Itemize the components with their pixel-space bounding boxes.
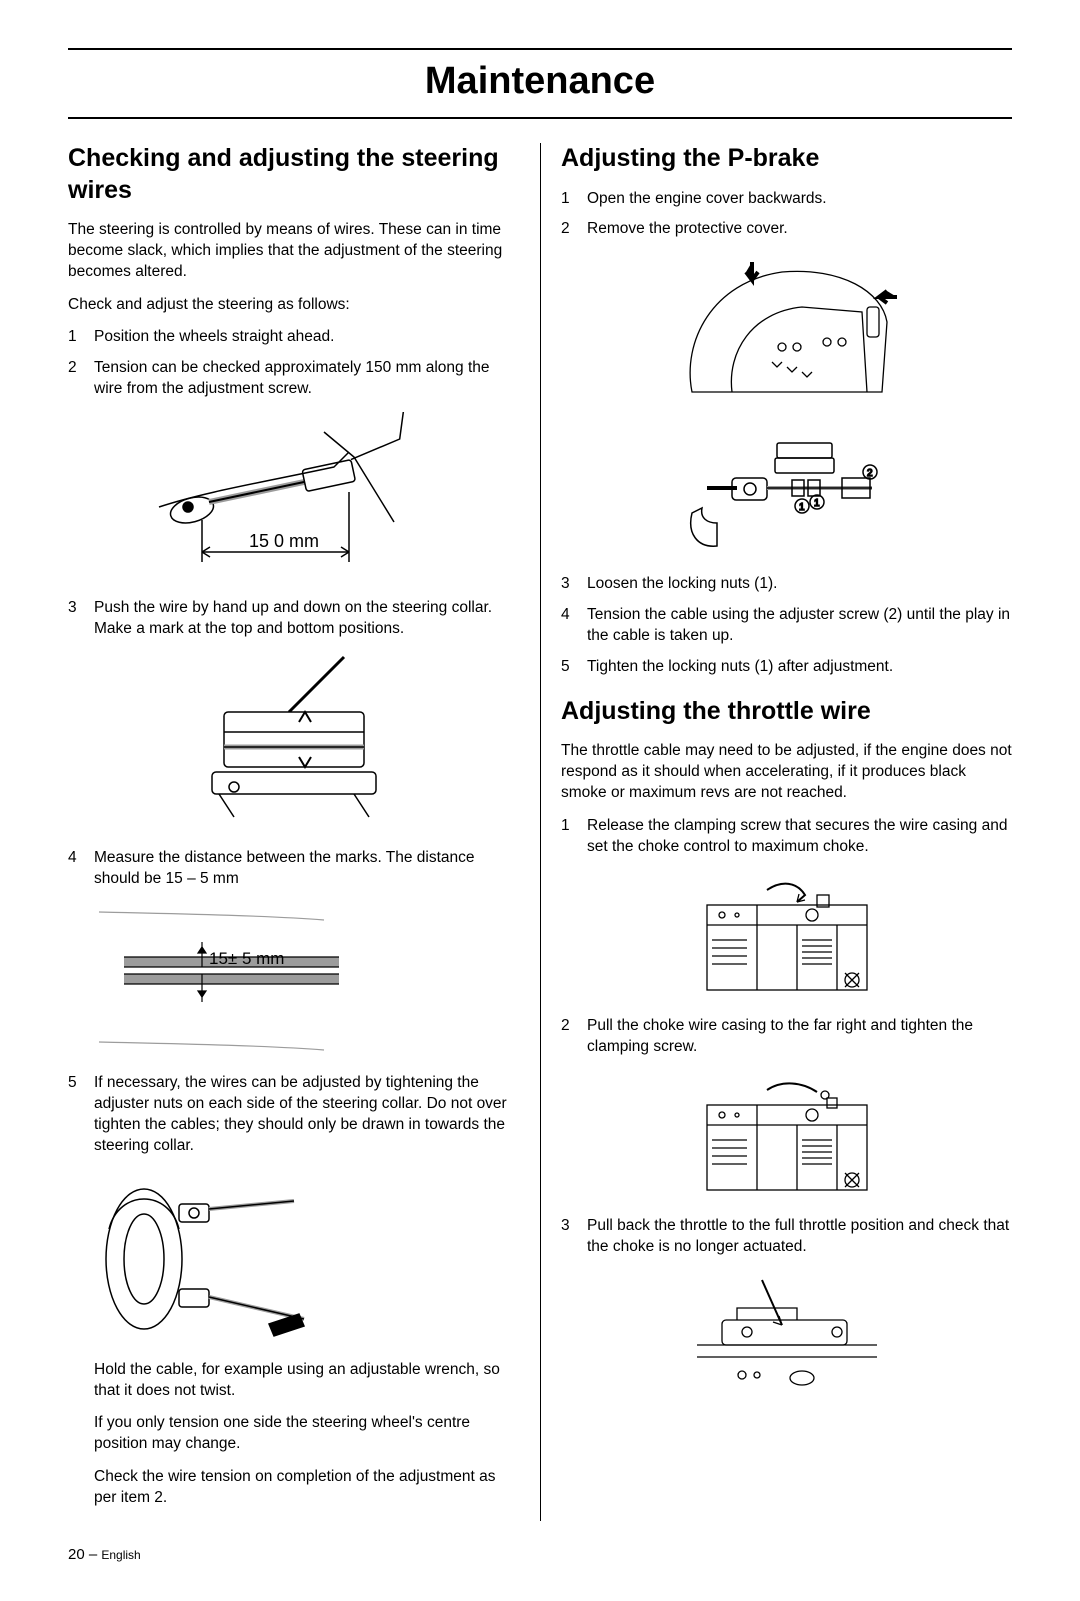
page-number: 20 — [68, 1546, 85, 1563]
throttle-step-1: 1Release the clamping screw that secures… — [561, 816, 1012, 858]
step-4-text: Measure the distance between the marks. … — [94, 848, 520, 890]
right-column: Adjusting the P-brake 1Open the engine c… — [540, 143, 1012, 1521]
figure-engine-cover — [561, 252, 1012, 412]
tw-step-1: 1Release the clamping screw that secures… — [561, 816, 1012, 858]
pb-step-1-text: Open the engine cover backwards. — [587, 189, 1012, 210]
note-hold-cable: Hold the cable, for example using an adj… — [94, 1360, 520, 1402]
steering-step-4: 4Measure the distance between the marks.… — [68, 848, 520, 890]
svg-text:1: 1 — [814, 498, 820, 509]
figure-wire-150mm: 15 0 mm — [68, 412, 520, 582]
page-title: Maintenance — [68, 48, 1012, 119]
steering-step-5: 5If necessary, the wires can be adjusted… — [68, 1073, 520, 1157]
throttle-intro: The throttle cable may need to be adjust… — [561, 741, 1012, 804]
step-4: 4Measure the distance between the marks.… — [68, 848, 520, 890]
steering-step-3: 3Push the wire by hand up and down on th… — [68, 598, 520, 640]
svg-text:1: 1 — [799, 502, 805, 513]
svg-text:2: 2 — [867, 468, 873, 479]
tw-step-2: 2Pull the choke wire casing to the far r… — [561, 1016, 1012, 1058]
step-1: 1Position the wheels straight ahead. — [68, 327, 520, 348]
tw-step-1-text: Release the clamping screw that secures … — [587, 816, 1012, 858]
figure-measure-distance: 15± 5 mm — [94, 902, 520, 1057]
page-footer: 20 – English — [68, 1545, 1012, 1565]
pb-step-5-text: Tighten the locking nuts (1) after adjus… — [587, 657, 1012, 678]
heading-throttle-wire: Adjusting the throttle wire — [561, 696, 1012, 727]
tw-step-2-text: Pull the choke wire casing to the far ri… — [587, 1016, 1012, 1058]
step-3-text: Push the wire by hand up and down on the… — [94, 598, 520, 640]
footer-sep: – — [85, 1546, 102, 1563]
two-column-layout: Checking and adjusting the steering wire… — [68, 143, 1012, 1521]
step-2: 2Tension can be checked approximately 15… — [68, 358, 520, 400]
fig3-label: 15± 5 mm — [209, 949, 284, 968]
tw-step-3-text: Pull back the throttle to the full throt… — [587, 1216, 1012, 1258]
throttle-step-2: 2Pull the choke wire casing to the far r… — [561, 1016, 1012, 1058]
figure-pbrake-adjuster: 1 1 2 — [561, 428, 1012, 558]
heading-steering-wires: Checking and adjusting the steering wire… — [68, 143, 520, 206]
pb-step-3-text: Loosen the locking nuts (1). — [587, 574, 1012, 595]
step-5: 5If necessary, the wires can be adjusted… — [68, 1073, 520, 1157]
tw-step-3: 3Pull back the throttle to the full thro… — [561, 1216, 1012, 1258]
pb-step-4-text: Tension the cable using the adjuster scr… — [587, 605, 1012, 647]
steering-steps-1-2: 1Position the wheels straight ahead. 2Te… — [68, 327, 520, 400]
step-5-text: If necessary, the wires can be adjusted … — [94, 1073, 520, 1157]
pb-step-2: 2Remove the protective cover. — [561, 219, 1012, 240]
pb-step-3: 3Loosen the locking nuts (1). — [561, 574, 1012, 595]
pbrake-steps-1-2: 1Open the engine cover backwards. 2Remov… — [561, 189, 1012, 241]
step-1-text: Position the wheels straight ahead. — [94, 327, 520, 348]
figure-throttle-clamp-1 — [561, 870, 1012, 1000]
figure-push-wire — [68, 652, 520, 832]
pb-step-2-text: Remove the protective cover. — [587, 219, 1012, 240]
step-2-text: Tension can be checked approximately 150… — [94, 358, 520, 400]
heading-p-brake: Adjusting the P-brake — [561, 143, 1012, 174]
figure-throttle-full — [561, 1270, 1012, 1400]
figure-adjuster-nuts — [94, 1169, 520, 1344]
footer-lang: English — [101, 1548, 140, 1562]
pb-step-1: 1Open the engine cover backwards. — [561, 189, 1012, 210]
pbrake-steps-3-5: 3Loosen the locking nuts (1). 4Tension t… — [561, 574, 1012, 678]
pb-step-4: 4Tension the cable using the adjuster sc… — [561, 605, 1012, 647]
step-3: 3Push the wire by hand up and down on th… — [68, 598, 520, 640]
note-check-tension: Check the wire tension on completion of … — [94, 1467, 520, 1509]
figure-throttle-clamp-2 — [561, 1070, 1012, 1200]
pb-step-5: 5Tighten the locking nuts (1) after adju… — [561, 657, 1012, 678]
throttle-step-3: 3Pull back the throttle to the full thro… — [561, 1216, 1012, 1258]
fig1-label: 15 0 mm — [249, 531, 319, 551]
note-one-side: If you only tension one side the steerin… — [94, 1413, 520, 1455]
left-column: Checking and adjusting the steering wire… — [68, 143, 540, 1521]
intro-paragraph-2: Check and adjust the steering as follows… — [68, 295, 520, 316]
intro-paragraph-1: The steering is controlled by means of w… — [68, 220, 520, 283]
